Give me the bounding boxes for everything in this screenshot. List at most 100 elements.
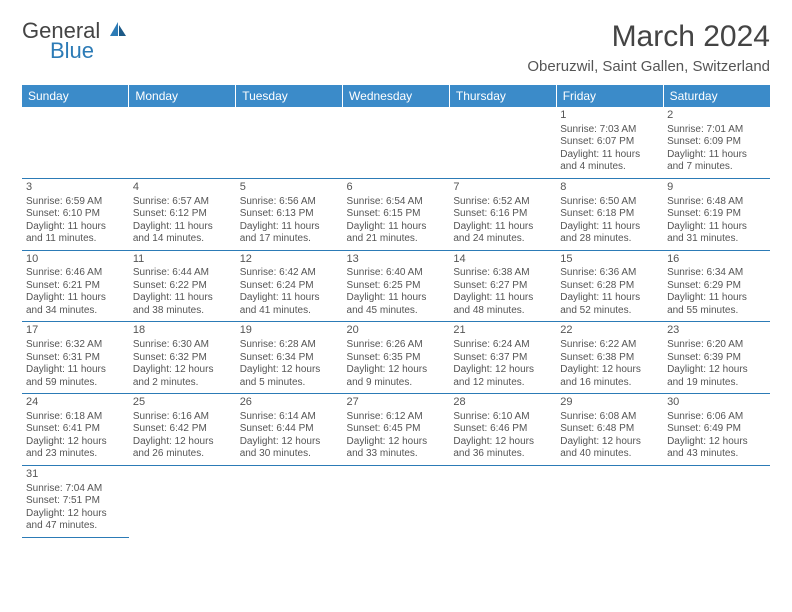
- daylight-text-1: Daylight: 12 hours: [133, 364, 232, 377]
- daylight-text-2: and 28 minutes.: [560, 233, 659, 246]
- sunset-text: Sunset: 6:34 PM: [240, 352, 339, 365]
- daylight-text-1: Daylight: 12 hours: [240, 436, 339, 449]
- sunrise-text: Sunrise: 6:38 AM: [453, 267, 552, 280]
- calendar-cell: 22Sunrise: 6:22 AMSunset: 6:38 PMDayligh…: [556, 322, 663, 394]
- daylight-text-1: Daylight: 12 hours: [453, 364, 552, 377]
- daylight-text-1: Daylight: 11 hours: [133, 292, 232, 305]
- day-header: Thursday: [449, 85, 556, 107]
- day-number: 24: [26, 396, 125, 410]
- sunset-text: Sunset: 6:48 PM: [560, 423, 659, 436]
- calendar-cell: [449, 107, 556, 178]
- day-number: 23: [667, 324, 766, 338]
- daylight-text-1: Daylight: 11 hours: [26, 292, 125, 305]
- day-number: 7: [453, 181, 552, 195]
- daylight-text-1: Daylight: 11 hours: [347, 221, 446, 234]
- daylight-text-2: and 17 minutes.: [240, 233, 339, 246]
- sunrise-text: Sunrise: 6:34 AM: [667, 267, 766, 280]
- sunrise-text: Sunrise: 6:16 AM: [133, 411, 232, 424]
- calendar-cell: 9Sunrise: 6:48 AMSunset: 6:19 PMDaylight…: [663, 178, 770, 250]
- calendar-cell: 24Sunrise: 6:18 AMSunset: 6:41 PMDayligh…: [22, 394, 129, 466]
- brand-name: General Blue: [22, 20, 128, 62]
- day-header: Friday: [556, 85, 663, 107]
- sunrise-text: Sunrise: 6:14 AM: [240, 411, 339, 424]
- daylight-text-1: Daylight: 12 hours: [26, 508, 125, 521]
- sunset-text: Sunset: 6:46 PM: [453, 423, 552, 436]
- title-block: March 2024 Oberuzwil, Saint Gallen, Swit…: [527, 20, 770, 75]
- day-number: 4: [133, 181, 232, 195]
- calendar-cell: 4Sunrise: 6:57 AMSunset: 6:12 PMDaylight…: [129, 178, 236, 250]
- sunrise-text: Sunrise: 6:42 AM: [240, 267, 339, 280]
- calendar-cell: [236, 465, 343, 537]
- day-number: 29: [560, 396, 659, 410]
- calendar-cell: 6Sunrise: 6:54 AMSunset: 6:15 PMDaylight…: [343, 178, 450, 250]
- daylight-text-2: and 59 minutes.: [26, 377, 125, 390]
- day-number: 27: [347, 396, 446, 410]
- sunrise-text: Sunrise: 6:44 AM: [133, 267, 232, 280]
- calendar-head: SundayMondayTuesdayWednesdayThursdayFrid…: [22, 85, 770, 107]
- daylight-text-1: Daylight: 12 hours: [347, 364, 446, 377]
- sunset-text: Sunset: 6:42 PM: [133, 423, 232, 436]
- daylight-text-1: Daylight: 11 hours: [453, 292, 552, 305]
- day-number: 21: [453, 324, 552, 338]
- month-title: March 2024: [527, 20, 770, 54]
- sunrise-text: Sunrise: 7:01 AM: [667, 124, 766, 137]
- calendar-cell: [449, 465, 556, 537]
- location-text: Oberuzwil, Saint Gallen, Switzerland: [527, 58, 770, 75]
- sunrise-text: Sunrise: 6:54 AM: [347, 196, 446, 209]
- day-number: 25: [133, 396, 232, 410]
- calendar-cell: 30Sunrise: 6:06 AMSunset: 6:49 PMDayligh…: [663, 394, 770, 466]
- sunset-text: Sunset: 6:10 PM: [26, 208, 125, 221]
- sunrise-text: Sunrise: 6:46 AM: [26, 267, 125, 280]
- calendar-cell: 25Sunrise: 6:16 AMSunset: 6:42 PMDayligh…: [129, 394, 236, 466]
- daylight-text-1: Daylight: 12 hours: [133, 436, 232, 449]
- sunset-text: Sunset: 6:15 PM: [347, 208, 446, 221]
- sunrise-text: Sunrise: 6:24 AM: [453, 339, 552, 352]
- calendar-cell: 8Sunrise: 6:50 AMSunset: 6:18 PMDaylight…: [556, 178, 663, 250]
- daylight-text-1: Daylight: 11 hours: [560, 149, 659, 162]
- day-header-row: SundayMondayTuesdayWednesdayThursdayFrid…: [22, 85, 770, 107]
- calendar-cell: 1Sunrise: 7:03 AMSunset: 6:07 PMDaylight…: [556, 107, 663, 178]
- calendar-cell: 26Sunrise: 6:14 AMSunset: 6:44 PMDayligh…: [236, 394, 343, 466]
- day-number: 11: [133, 253, 232, 267]
- daylight-text-2: and 43 minutes.: [667, 448, 766, 461]
- daylight-text-2: and 12 minutes.: [453, 377, 552, 390]
- daylight-text-1: Daylight: 12 hours: [347, 436, 446, 449]
- day-number: 31: [26, 468, 125, 482]
- daylight-text-2: and 52 minutes.: [560, 305, 659, 318]
- calendar-cell: 3Sunrise: 6:59 AMSunset: 6:10 PMDaylight…: [22, 178, 129, 250]
- daylight-text-1: Daylight: 11 hours: [240, 292, 339, 305]
- sunrise-text: Sunrise: 6:20 AM: [667, 339, 766, 352]
- daylight-text-2: and 16 minutes.: [560, 377, 659, 390]
- calendar-cell: 11Sunrise: 6:44 AMSunset: 6:22 PMDayligh…: [129, 250, 236, 322]
- calendar-cell: 5Sunrise: 6:56 AMSunset: 6:13 PMDaylight…: [236, 178, 343, 250]
- daylight-text-2: and 38 minutes.: [133, 305, 232, 318]
- sunrise-text: Sunrise: 6:26 AM: [347, 339, 446, 352]
- calendar-cell: 28Sunrise: 6:10 AMSunset: 6:46 PMDayligh…: [449, 394, 556, 466]
- day-number: 10: [26, 253, 125, 267]
- sunset-text: Sunset: 6:19 PM: [667, 208, 766, 221]
- calendar-row: 24Sunrise: 6:18 AMSunset: 6:41 PMDayligh…: [22, 394, 770, 466]
- daylight-text-2: and 9 minutes.: [347, 377, 446, 390]
- day-number: 1: [560, 109, 659, 123]
- sunset-text: Sunset: 6:41 PM: [26, 423, 125, 436]
- calendar-cell: 12Sunrise: 6:42 AMSunset: 6:24 PMDayligh…: [236, 250, 343, 322]
- daylight-text-2: and 40 minutes.: [560, 448, 659, 461]
- sunrise-text: Sunrise: 6:06 AM: [667, 411, 766, 424]
- daylight-text-2: and 2 minutes.: [133, 377, 232, 390]
- sunset-text: Sunset: 6:12 PM: [133, 208, 232, 221]
- sunset-text: Sunset: 6:21 PM: [26, 280, 125, 293]
- calendar-cell: 14Sunrise: 6:38 AMSunset: 6:27 PMDayligh…: [449, 250, 556, 322]
- daylight-text-2: and 45 minutes.: [347, 305, 446, 318]
- daylight-text-2: and 7 minutes.: [667, 161, 766, 174]
- sunrise-text: Sunrise: 6:52 AM: [453, 196, 552, 209]
- calendar-cell: [343, 107, 450, 178]
- daylight-text-2: and 4 minutes.: [560, 161, 659, 174]
- calendar-cell: 2Sunrise: 7:01 AMSunset: 6:09 PMDaylight…: [663, 107, 770, 178]
- sunrise-text: Sunrise: 6:56 AM: [240, 196, 339, 209]
- daylight-text-2: and 19 minutes.: [667, 377, 766, 390]
- sunset-text: Sunset: 6:13 PM: [240, 208, 339, 221]
- sunrise-text: Sunrise: 6:08 AM: [560, 411, 659, 424]
- sunset-text: Sunset: 6:16 PM: [453, 208, 552, 221]
- day-number: 13: [347, 253, 446, 267]
- calendar-cell: [129, 107, 236, 178]
